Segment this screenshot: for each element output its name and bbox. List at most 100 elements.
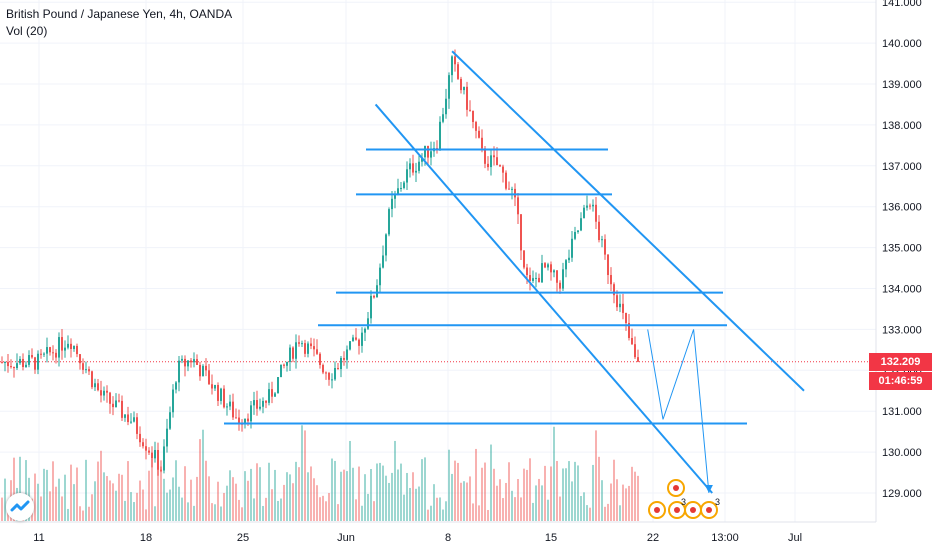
volume-indicator-label[interactable]: Vol (20) <box>6 24 48 38</box>
candle-body <box>79 354 81 364</box>
candle-body <box>136 417 138 434</box>
time-tick-label: 13:00 <box>711 532 739 544</box>
channel-line <box>374 103 713 494</box>
volume-bar <box>556 460 558 521</box>
candle-body <box>310 343 312 347</box>
volume-bar <box>505 482 507 521</box>
candle-body <box>85 369 87 371</box>
volume-bar <box>118 473 120 521</box>
volume-bar <box>313 478 315 521</box>
candle-body <box>379 267 381 286</box>
candle-body <box>37 353 39 370</box>
candle-body <box>319 353 321 365</box>
volume-bar <box>388 482 390 521</box>
candle-body <box>625 312 627 324</box>
candle-body <box>4 362 6 364</box>
candle-body <box>289 347 291 362</box>
candle-body <box>556 270 558 283</box>
candle-body <box>25 364 27 368</box>
candle-body <box>325 372 327 374</box>
candle-body <box>172 389 174 413</box>
candle-body <box>580 218 582 231</box>
volume-bar <box>634 471 636 521</box>
volume-bar <box>592 464 594 521</box>
candle-body <box>268 389 270 403</box>
volume-bar <box>283 484 285 521</box>
last-price-tag: 132.209 <box>869 353 932 371</box>
volume-bar <box>295 461 297 521</box>
volume-bar <box>4 478 6 521</box>
volume-bar <box>310 466 312 521</box>
volume-bar <box>526 469 528 521</box>
volume-bar <box>583 492 585 521</box>
tradingview-logo[interactable] <box>6 493 34 521</box>
candle-body <box>301 343 303 345</box>
candle-body <box>220 388 222 401</box>
volume-bar <box>139 480 141 521</box>
volume-bar <box>481 467 483 521</box>
volume-bar <box>574 461 576 521</box>
volume-bar <box>121 474 123 521</box>
candle-body <box>364 328 366 333</box>
event-marker-dot <box>654 507 660 513</box>
volume-bar <box>433 484 435 521</box>
instrument-title[interactable]: British Pound / Japanese Yen, 4h, OANDA <box>6 7 233 21</box>
candle-body <box>76 345 78 355</box>
volume-bar <box>448 449 450 521</box>
candle-body <box>601 239 603 241</box>
volume-bar <box>190 479 192 521</box>
candle-body <box>409 163 411 170</box>
volume-bar <box>421 459 423 521</box>
volume-bar <box>457 462 459 521</box>
volume-bar <box>541 485 543 521</box>
volume-bar <box>145 509 147 521</box>
time-tick-label: 11 <box>33 532 44 544</box>
volume-bar <box>13 457 15 521</box>
volume-bar <box>157 457 159 521</box>
volume-bar <box>439 497 441 521</box>
volume-bar <box>523 468 525 521</box>
volume-bar <box>262 505 264 521</box>
candle-body <box>193 359 195 363</box>
volume-bar <box>250 468 252 521</box>
volume-bar <box>271 489 273 521</box>
volume-bar <box>553 426 555 521</box>
drawings <box>224 50 805 494</box>
candle-body <box>523 250 525 268</box>
candle-body <box>607 254 609 276</box>
candle-body <box>445 98 447 115</box>
candle-body <box>238 417 240 424</box>
candle-body <box>361 332 363 346</box>
time-tick-label: Jun <box>337 532 355 544</box>
volume-bar <box>355 499 357 521</box>
volume-bar <box>76 467 78 521</box>
candle-body <box>13 366 15 369</box>
volume-bar <box>232 477 234 521</box>
candle-body <box>304 343 306 354</box>
volume-bar <box>328 492 330 521</box>
candle-body <box>82 363 84 370</box>
volume-bar <box>94 481 96 521</box>
volume-bar <box>472 503 474 521</box>
event-marker-dot <box>673 485 679 491</box>
candle-body <box>67 343 69 348</box>
time-tick-label: 15 <box>545 532 557 544</box>
candle-body <box>358 339 360 346</box>
time-tick-label: 22 <box>647 532 659 544</box>
volume-bar <box>529 458 531 521</box>
candle-body <box>154 449 156 459</box>
volume-bar <box>394 440 396 521</box>
candle-body <box>127 414 129 423</box>
candle-body <box>169 412 171 429</box>
candle-body <box>340 357 342 370</box>
candle-body <box>343 357 345 360</box>
volume-bar <box>361 505 363 521</box>
candle-body <box>199 364 201 377</box>
candle-body <box>529 275 531 281</box>
volume-bar <box>220 506 222 521</box>
volume-bar <box>316 485 318 521</box>
volume-bar <box>628 485 630 521</box>
candle-body <box>334 367 336 380</box>
candle-body <box>316 349 318 354</box>
